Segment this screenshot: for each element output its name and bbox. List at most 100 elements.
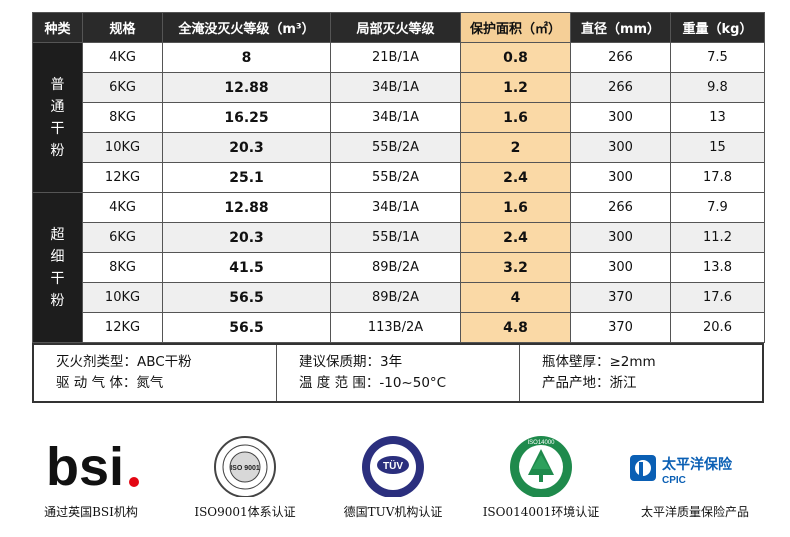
protect-area-cell: 1.6 [460,102,571,133]
table-row: 6KG 20.3 55B/1A 2.4 300 11.2 [33,222,765,253]
table-row: 10KG 20.3 55B/2A 2 300 15 [33,132,765,163]
total-flood-cell: 56.5 [162,312,331,343]
spec-cell: 6KG [82,72,163,103]
diameter-cell: 266 [570,42,671,73]
note-shelf-life: 建议保质期：3年 [299,354,403,370]
group-label-char: 细 [50,248,65,265]
tuv-seal-icon: TÜV [362,436,424,497]
spec-cell: 10KG [82,132,163,163]
spec-cell: 8KG [82,252,163,283]
cpic-logo-icon: 太平洋保险 CPIC [630,455,733,486]
local-level-cell: 34B/1A [330,102,461,133]
svg-text:ISO14000: ISO14000 [527,440,555,446]
total-flood-cell: 20.3 [162,132,331,163]
bsi-logo-icon: bsi [46,437,139,497]
spec-cell: 4KG [82,192,163,223]
iso9001-caption: ISO9001体系认证 [194,505,296,519]
svg-text:太平洋保险: 太平洋保险 [662,456,733,473]
notes-box: 灭火剂类型：ABC干粉 驱 动 气 体：氮气 建议保质期：3年 温 度 范 围：… [32,343,764,403]
header-local-level: 局部灭火等级 [330,12,461,43]
weight-cell: 9.8 [670,72,765,103]
group-label-char: 普 [50,76,65,93]
diameter-cell: 370 [570,282,671,313]
weight-cell: 7.9 [670,192,765,223]
diameter-cell: 300 [570,162,671,193]
protect-area-cell: 2.4 [460,222,571,253]
diameter-cell: 300 [570,222,671,253]
group-label-char: 干 [50,120,65,137]
svg-text:CPIC: CPIC [662,475,686,486]
table-row: 12KG 25.1 55B/2A 2.4 300 17.8 [33,162,765,193]
total-flood-cell: 12.88 [162,72,331,103]
local-level-cell: 55B/2A [330,132,461,163]
protect-area-cell: 2 [460,132,571,163]
certification-logos: bsi 通过英国BSI机构 ISO 9001 ISO9001体系认证 TÜV 德… [0,425,790,535]
table-row: 6KG 12.88 34B/1A 1.2 266 9.8 [33,72,765,103]
iso14001-seal-icon: ISO14000 [510,436,572,497]
table-row: 普通干粉 4KG 8 21B/1A 0.8 266 7.5 [32,42,765,193]
local-level-cell: 34B/1A [330,72,461,103]
bsi-caption: 通过英国BSI机构 [44,505,138,519]
group-label-char: 超 [50,226,65,243]
protect-area-cell: 1.6 [460,192,571,223]
spec-cell: 12KG [82,162,163,193]
table-row: 8KG 16.25 34B/1A 1.6 300 13 [33,102,765,133]
spec-cell: 4KG [82,42,163,73]
table-body: 普通干粉 4KG 8 21B/1A 0.8 266 7.5 6KG 12.88 34B/1A 1.2… [32,42,765,343]
protect-area-cell: 0.8 [460,42,571,73]
weight-cell: 17.6 [670,282,765,313]
iso9001-seal-icon: ISO 9001 [214,436,276,497]
diameter-cell: 300 [570,132,671,163]
local-level-cell: 89B/2A [330,252,461,283]
table-row: 12KG 56.5 113B/2A 4.8 370 20.6 [33,312,765,343]
protect-area-cell: 4 [460,282,571,313]
svg-text:bsi: bsi [46,437,124,497]
weight-cell: 13.8 [670,252,765,283]
group-label-char: 干 [50,270,65,287]
total-flood-cell: 12.88 [162,192,331,223]
local-level-cell: 21B/1A [330,42,461,73]
total-flood-cell: 41.5 [162,252,331,283]
protect-area-cell: 1.2 [460,72,571,103]
weight-cell: 11.2 [670,222,765,253]
weight-cell: 15 [670,132,765,163]
diameter-cell: 266 [570,72,671,103]
spec-cell: 8KG [82,102,163,133]
diameter-cell: 300 [570,252,671,283]
total-flood-cell: 20.3 [162,222,331,253]
header-type: 种类 [32,12,83,43]
header-protect-area: 保护面积（㎡） [460,12,571,43]
group-label-char: 粉 [50,292,65,309]
notes-col-agent: 灭火剂类型：ABC干粉 驱 动 气 体：氮气 [34,345,277,401]
svg-text:ISO 9001: ISO 9001 [230,465,260,472]
cpic-caption: 太平洋质量保险产品 [640,505,749,519]
diameter-cell: 300 [570,102,671,133]
local-level-cell: 55B/2A [330,162,461,193]
header-total-flood: 全淹没灭火等级（m³） [162,12,331,43]
iso14001-caption: ISO014001环境认证 [482,505,600,519]
local-level-cell: 89B/2A [330,282,461,313]
group-label-char: 粉 [50,142,65,159]
weight-cell: 13 [670,102,765,133]
table-row: 10KG 56.5 89B/2A 4 370 17.6 [33,282,765,313]
group-label: 超细干粉 [32,192,83,343]
header-diameter: 直径（mm） [570,12,671,43]
header-weight: 重量（kg） [670,12,765,43]
local-level-cell: 113B/2A [330,312,461,343]
note-agent-type: 灭火剂类型：ABC干粉 [56,354,192,370]
total-flood-cell: 16.25 [162,102,331,133]
weight-cell: 17.8 [670,162,765,193]
notes-col-shelf: 建议保质期：3年 温 度 范 围：-10~50°C [277,345,520,401]
note-drive-gas: 驱 动 气 体：氮气 [56,375,164,391]
total-flood-cell: 25.1 [162,162,331,193]
group-label: 普通干粉 [32,42,83,193]
diameter-cell: 266 [570,192,671,223]
note-origin: 产品产地：浙江 [542,375,637,391]
tuv-caption: 德国TUV机构认证 [343,505,443,519]
svg-text:TÜV: TÜV [383,459,403,472]
local-level-cell: 34B/1A [330,192,461,223]
protect-area-cell: 3.2 [460,252,571,283]
weight-cell: 20.6 [670,312,765,343]
table-row: 超细干粉 4KG 12.88 34B/1A 1.6 266 7.9 [32,192,765,343]
protect-area-cell: 2.4 [460,162,571,193]
